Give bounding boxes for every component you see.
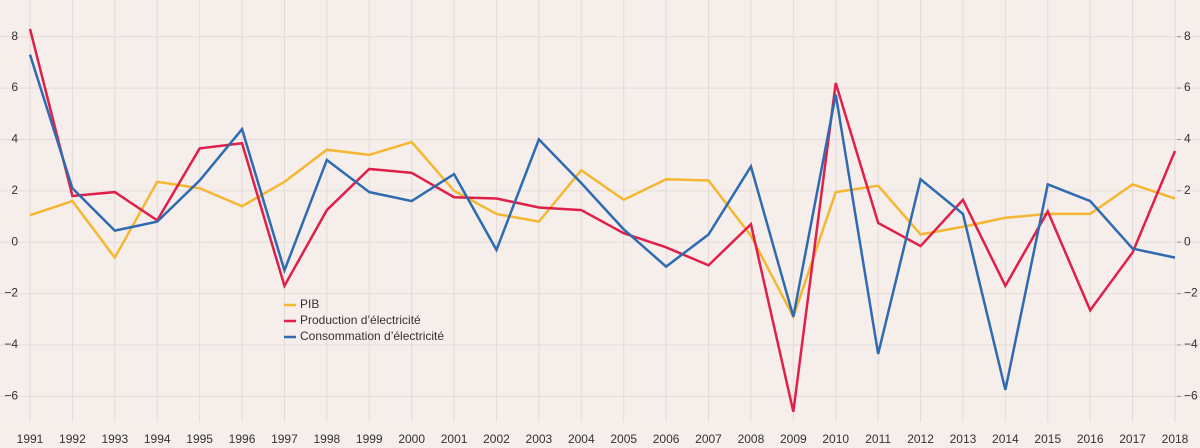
x-tick-label: 2013	[950, 432, 977, 446]
series-line	[29, 140, 1176, 320]
y2-tick-label: −6	[1184, 388, 1198, 402]
x-tick-label: 2006	[653, 432, 680, 446]
x-tick-label: 1992	[59, 432, 86, 446]
x-tick-label: 2009	[780, 432, 807, 446]
x-tick-label: 2010	[822, 432, 849, 446]
series-line	[28, 54, 1176, 391]
x-tick-label: 2015	[1034, 432, 1061, 446]
x-tick-label: 2001	[441, 432, 468, 446]
y2-tick-label: 2	[1184, 183, 1191, 197]
y-tick-label: 2	[11, 183, 18, 197]
x-tick-label: 2007	[695, 432, 722, 446]
y2-tick-label: 4	[1184, 132, 1191, 146]
legend-label: Consommation d’électricité	[300, 329, 444, 343]
x-tick-label: 2004	[568, 432, 595, 446]
x-tick-label: 1991	[17, 432, 44, 446]
y2-tick-label: −4	[1184, 337, 1198, 351]
y2-tick-label: −2	[1184, 286, 1198, 300]
x-tick-label: 2017	[1119, 432, 1146, 446]
x-tick-label: 2002	[483, 432, 510, 446]
y2-tick-label: 6	[1184, 80, 1191, 94]
x-tick-label: 2005	[610, 432, 637, 446]
x-tick-label: 2014	[992, 432, 1019, 446]
legend-label: Production d’électricité	[300, 313, 421, 327]
x-tick-label: 2018	[1162, 432, 1189, 446]
y-tick-label: 0	[11, 234, 18, 248]
x-tick-label: 1995	[186, 432, 213, 446]
y-tick-label: −6	[4, 388, 18, 402]
x-tick-label: 1994	[144, 432, 171, 446]
y2-tick-label: 0	[1184, 234, 1191, 248]
x-tick-label: 2016	[1077, 432, 1104, 446]
legend-label: PIB	[300, 297, 319, 311]
y-tick-label: 8	[11, 29, 18, 43]
x-tick-label: 1999	[356, 432, 383, 446]
x-tick-label: 2003	[526, 432, 553, 446]
y-tick-label: −2	[4, 286, 18, 300]
x-tick-label: 2011	[865, 432, 891, 446]
x-tick-label: 1998	[314, 432, 341, 446]
y-tick-label: 4	[11, 132, 18, 146]
y-tick-label: 6	[11, 80, 18, 94]
y2-tick-label: 8	[1184, 29, 1191, 43]
y-tick-label: −4	[4, 337, 18, 351]
series-line	[28, 28, 1177, 413]
x-tick-label: 1993	[101, 432, 128, 446]
x-tick-label: 1997	[271, 432, 298, 446]
x-tick-label: 2012	[907, 432, 934, 446]
x-tick-label: 2008	[738, 432, 765, 446]
x-tick-label: 1996	[229, 432, 256, 446]
x-tick-label: 2000	[398, 432, 425, 446]
